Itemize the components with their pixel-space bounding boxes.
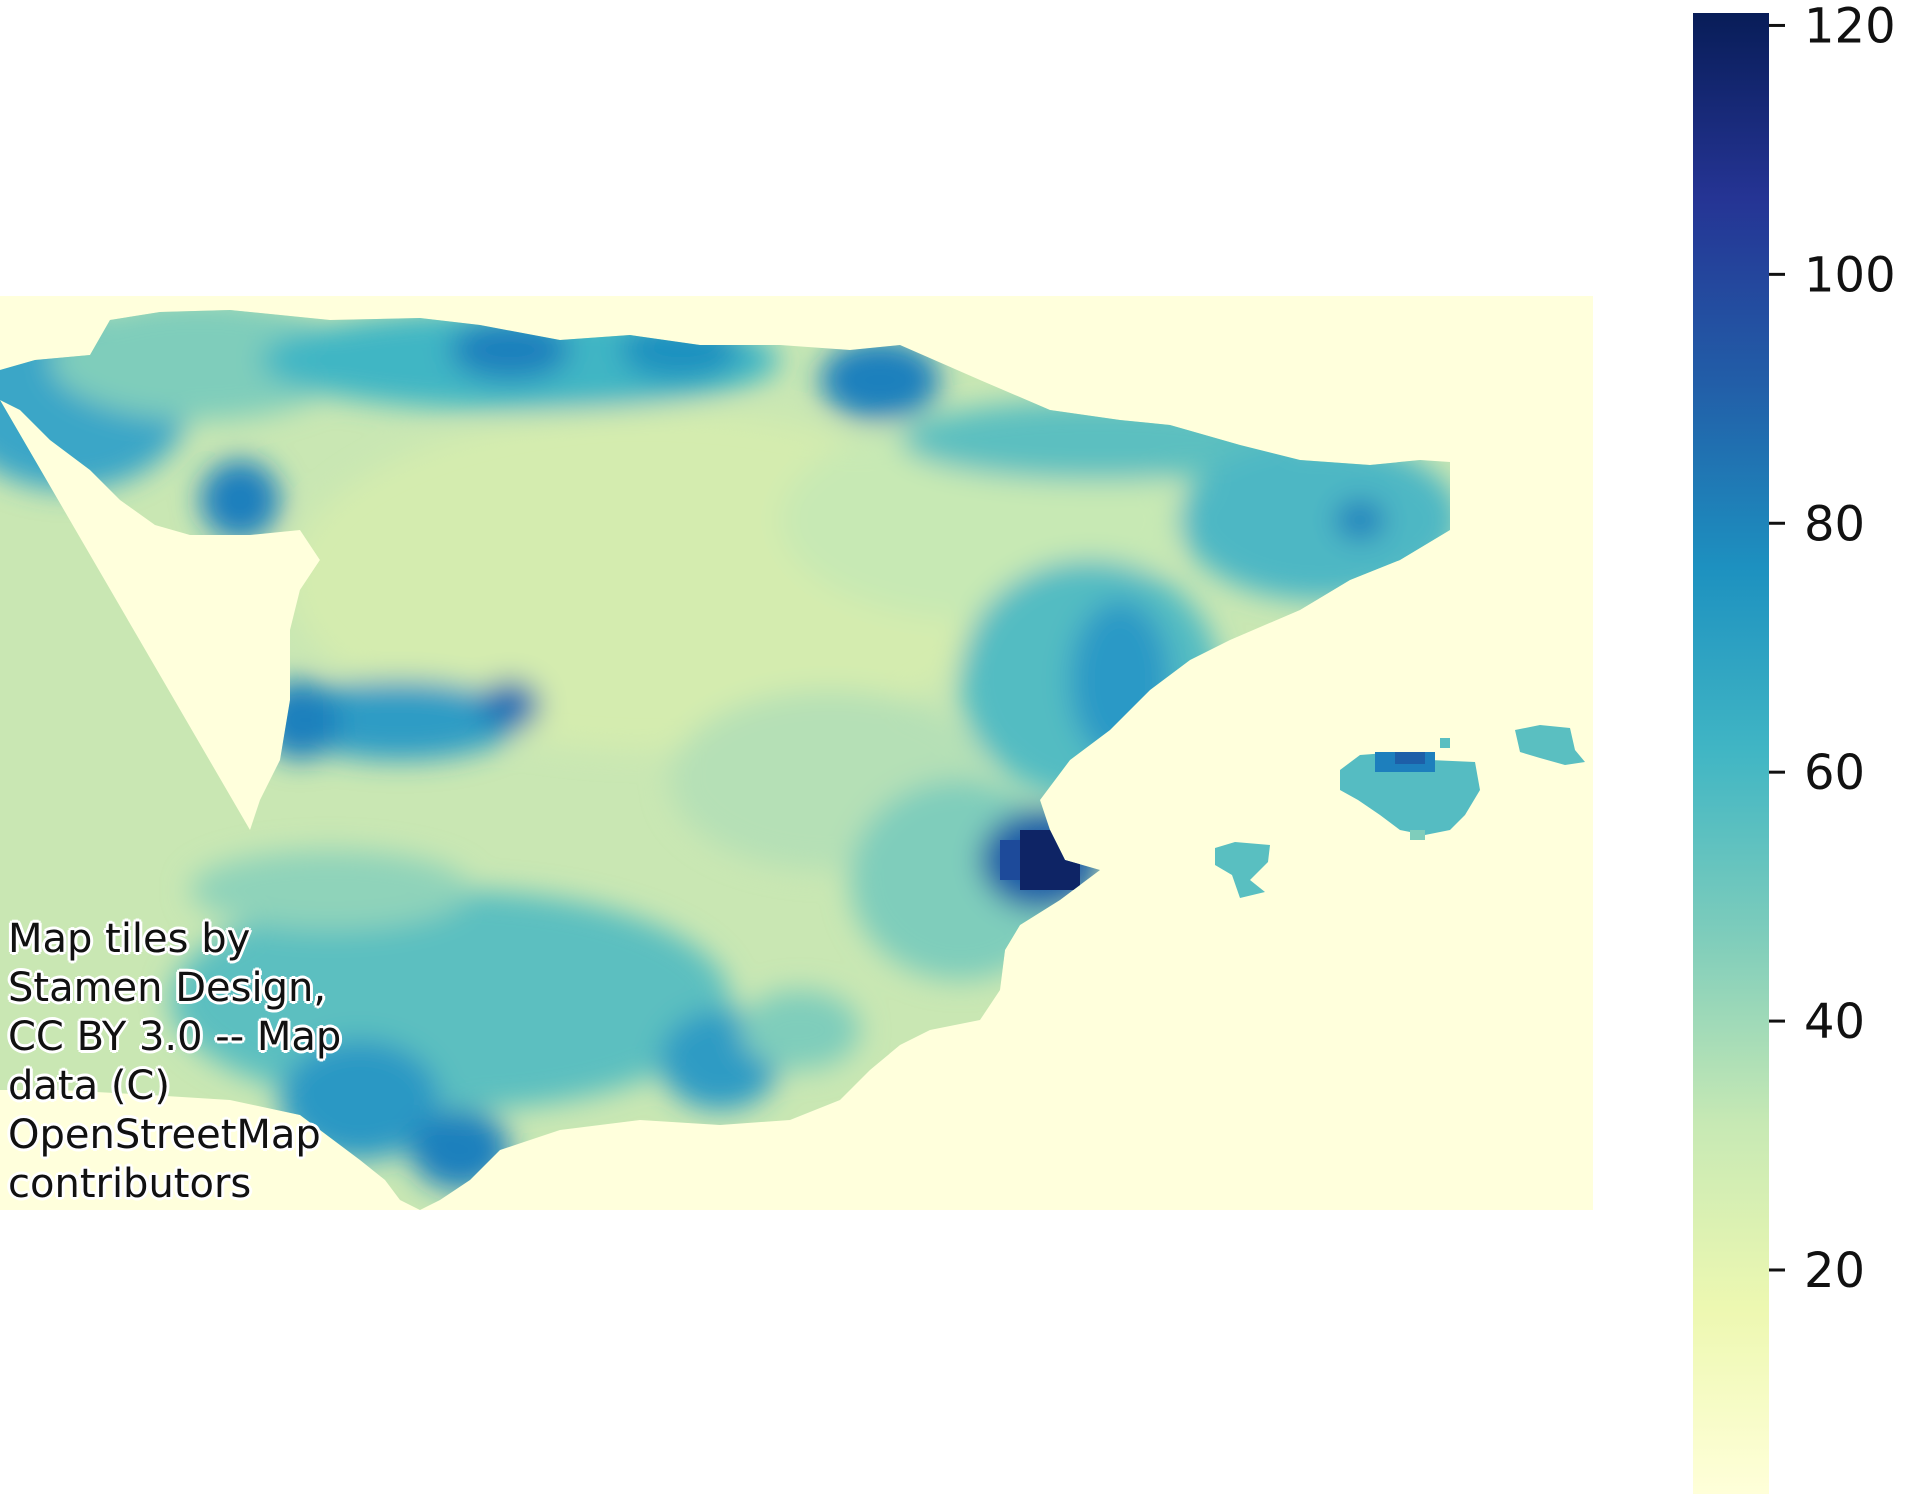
colorbar-tick-label: 100 — [1804, 247, 1896, 303]
colorbar-tick-label: 60 — [1804, 745, 1865, 801]
balearic-islands — [1215, 725, 1585, 898]
island-ibiza — [1215, 842, 1270, 898]
colorbar-ticks: 20 40 60 80 100 120 — [1769, 0, 1896, 1299]
heat-portugal-border — [200, 460, 280, 540]
colorbar-tick-label: 120 — [1804, 0, 1896, 54]
island-menorca — [1515, 725, 1585, 765]
colorbar — [1693, 13, 1769, 1494]
heat-catalonia — [1180, 440, 1450, 600]
heat-galicia-inland — [50, 310, 350, 420]
heat-sierra-morena — [190, 850, 470, 930]
colorbar-tick-label: 40 — [1804, 994, 1865, 1050]
heat-gredos — [280, 680, 520, 760]
map-attribution: Map tiles by Stamen Design, CC BY 3.0 --… — [8, 916, 342, 1207]
heat-madrid — [480, 680, 540, 730]
island-mallorca — [1340, 752, 1480, 835]
colorbar-tick-label: 20 — [1804, 1243, 1865, 1299]
heat-almeria — [740, 990, 860, 1070]
heat-cadiz — [280, 1040, 440, 1160]
heat-basque — [820, 340, 940, 420]
heat-girona — [1335, 500, 1385, 540]
colorbar-tick-label: 80 — [1804, 496, 1865, 552]
